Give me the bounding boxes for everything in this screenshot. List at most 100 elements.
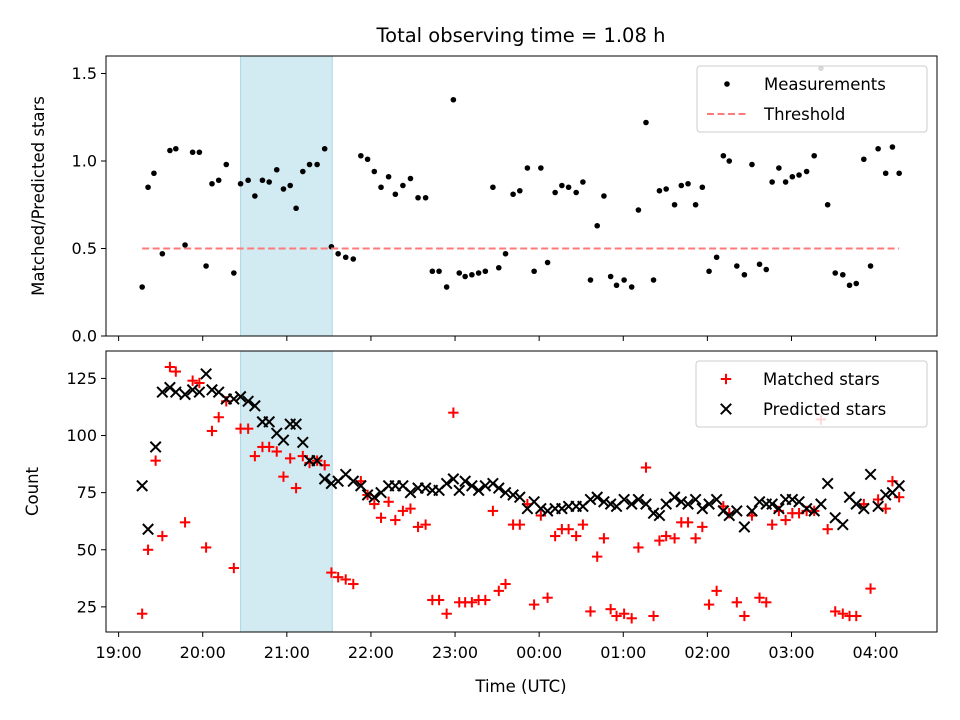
series-0 — [139, 65, 902, 290]
point-1-53-b — [507, 489, 519, 501]
point-0-10 — [209, 180, 215, 187]
point-1-65-b — [591, 491, 604, 504]
point-0-15 — [245, 177, 251, 184]
point-0-70 — [626, 613, 637, 624]
point-1-78-b — [682, 498, 694, 510]
point-1-81 — [703, 498, 715, 510]
point-0-24 — [306, 161, 313, 168]
point-1-3-b — [156, 386, 169, 399]
point-1-15 — [242, 395, 255, 408]
point-1-74 — [653, 509, 666, 522]
x-tick-label: 02:00 — [684, 643, 730, 662]
point-0-74 — [656, 187, 663, 194]
point-1-80-b — [696, 502, 709, 515]
point-1-47 — [465, 479, 478, 492]
point-0-69 — [618, 608, 630, 619]
point-1-106-b — [879, 489, 892, 501]
y-axis-label: Count — [23, 466, 42, 516]
point-1-85 — [730, 505, 743, 517]
point-0-60 — [559, 182, 565, 189]
point-0-98 — [824, 201, 831, 208]
legend-marker-1 — [720, 403, 732, 415]
point-0-75 — [660, 530, 672, 542]
point-1-53 — [507, 489, 519, 501]
point-0-76 — [671, 201, 678, 208]
point-0-67 — [605, 603, 616, 615]
point-1-48 — [472, 484, 485, 497]
point-0-28 — [332, 571, 344, 583]
point-1-52-b — [499, 486, 512, 499]
point-1-22 — [290, 418, 302, 431]
series-1 — [136, 367, 906, 536]
point-0-50 — [487, 505, 499, 517]
point-1-104-b — [864, 468, 877, 481]
point-0-12 — [223, 161, 230, 168]
point-1-32 — [361, 489, 374, 501]
point-0-81 — [706, 268, 712, 275]
point-1-30-b — [347, 475, 360, 488]
point-1-56-b — [528, 495, 541, 508]
legend-label-1: Predicted stars — [763, 400, 886, 419]
point-0-13 — [231, 270, 237, 276]
point-1-5-b — [169, 386, 182, 399]
point-0-35 — [385, 173, 392, 180]
point-1-13-b — [227, 393, 240, 405]
point-0-106 — [882, 170, 889, 177]
point-0-33 — [371, 168, 378, 175]
point-0-82 — [711, 585, 722, 597]
point-1-10 — [206, 383, 218, 396]
x-axis-label: Time (UTC) — [474, 677, 566, 696]
x-tick-label: 20:00 — [180, 643, 226, 662]
point-1-105 — [872, 500, 885, 513]
point-0-66 — [601, 193, 607, 199]
point-0-73 — [648, 610, 659, 622]
point-0-7 — [189, 149, 196, 156]
point-0-72 — [643, 119, 649, 126]
point-0-103 — [861, 156, 867, 163]
point-1-78 — [682, 498, 694, 510]
legend-marker-0 — [720, 373, 732, 385]
point-1-46-b — [459, 475, 472, 488]
point-1-27 — [325, 477, 338, 490]
point-0-20 — [280, 186, 287, 192]
point-1-60-b — [555, 502, 568, 515]
point-1-18-b — [263, 415, 276, 428]
point-0-65 — [594, 222, 600, 229]
point-0-1 — [142, 544, 154, 555]
point-1-91 — [772, 502, 785, 515]
point-0-69 — [621, 277, 627, 283]
point-0-41 — [429, 268, 436, 275]
point-1-86 — [738, 521, 751, 533]
point-0-30 — [350, 256, 357, 262]
point-1-14-b — [234, 390, 247, 403]
point-0-8 — [196, 149, 203, 156]
legend-label-1: Threshold — [763, 105, 845, 124]
point-1-54-b — [513, 491, 526, 504]
point-0-78 — [685, 180, 691, 187]
point-0-34 — [375, 512, 387, 523]
point-1-31 — [354, 479, 367, 492]
point-0-13 — [228, 562, 240, 574]
point-0-47 — [469, 271, 475, 278]
x-tick-label: 23:00 — [432, 643, 478, 662]
point-0-90 — [769, 179, 775, 185]
point-1-66 — [598, 495, 610, 508]
point-1-6-b — [179, 388, 191, 401]
point-0-37 — [397, 505, 409, 517]
point-0-65 — [591, 551, 603, 562]
point-1-88-b — [753, 495, 766, 508]
point-0-32 — [364, 156, 371, 163]
point-0-18 — [266, 179, 272, 185]
point-1-91-b — [772, 502, 785, 515]
point-0-7 — [187, 375, 198, 386]
x-tick-label: 04:00 — [853, 643, 899, 662]
point-1-16 — [248, 399, 261, 412]
point-0-93 — [789, 173, 796, 180]
y-tick-label: 0.0 — [72, 327, 97, 346]
point-0-73 — [650, 277, 657, 283]
point-1-54 — [513, 491, 526, 504]
point-0-6 — [179, 517, 191, 528]
point-1-45-b — [453, 484, 466, 497]
point-1-29-b — [339, 468, 352, 481]
x-tick-label: 21:00 — [264, 643, 310, 662]
